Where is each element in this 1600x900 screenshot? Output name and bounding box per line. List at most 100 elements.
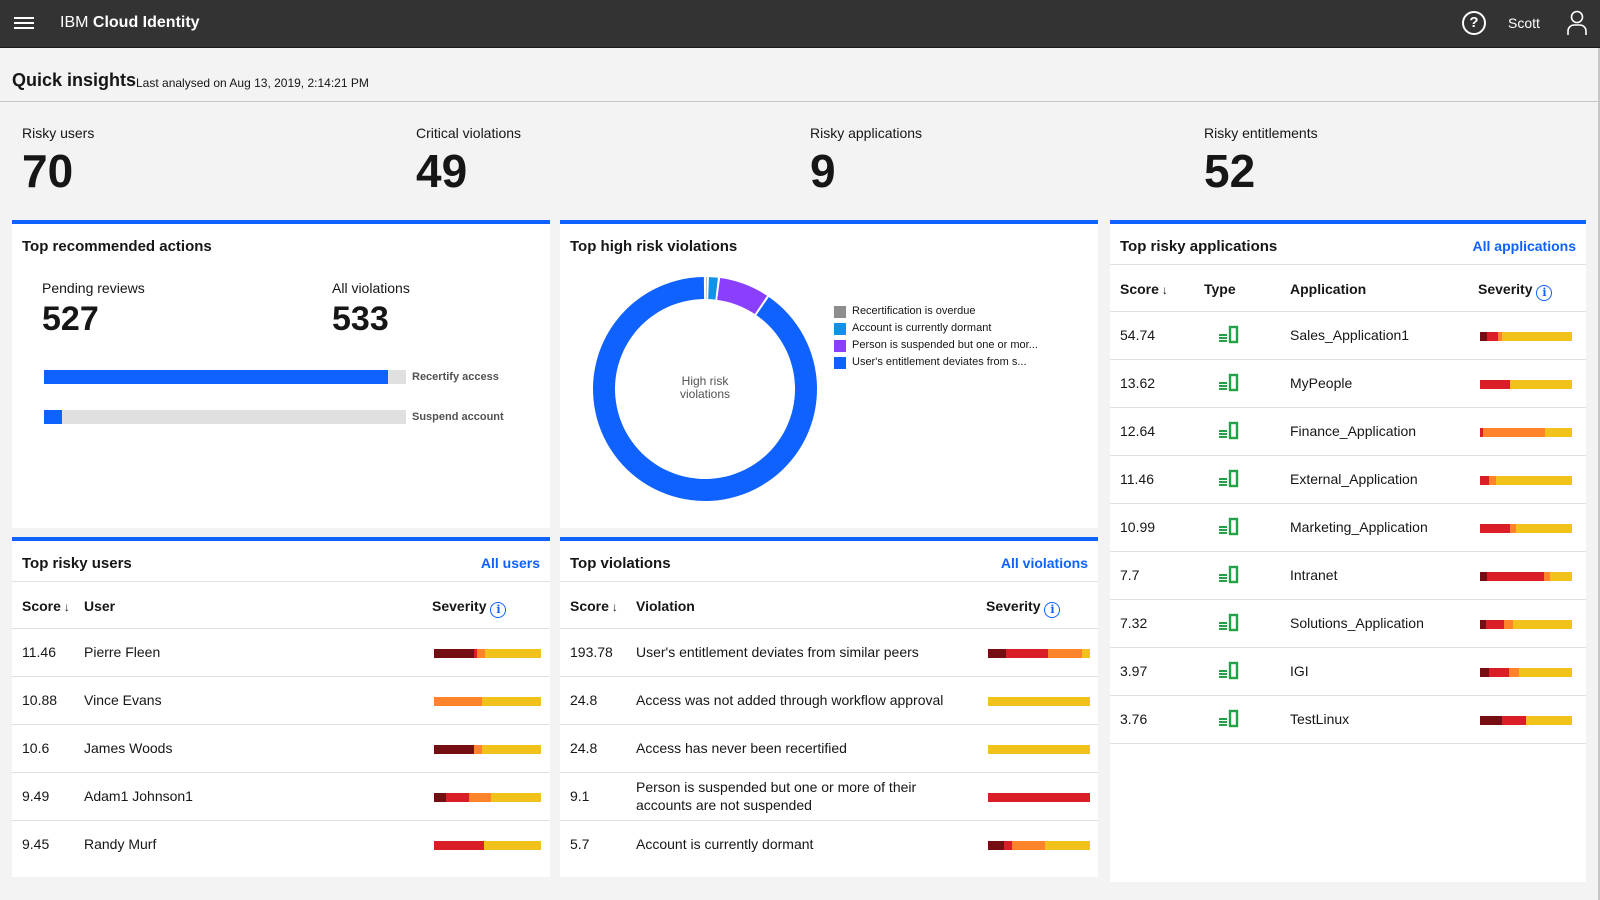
table-row[interactable]: 54.74 Sales_Application1: [1110, 312, 1586, 360]
severity-bar: [434, 697, 541, 706]
user-name[interactable]: Scott: [1508, 15, 1540, 31]
score-cell: 13.62: [1120, 375, 1156, 391]
violation-text-cell: User's entitlement deviates from similar…: [636, 644, 919, 660]
severity-segment: [1487, 332, 1499, 341]
severity-segment: [490, 793, 541, 802]
severity-segment: [1012, 841, 1046, 850]
header-label: Severity: [1478, 281, 1533, 297]
kpi-value: 49: [416, 145, 468, 197]
menu-icon[interactable]: [14, 14, 34, 32]
severity-segment: [1510, 524, 1516, 533]
application-type-icon: [1219, 373, 1239, 392]
table-row[interactable]: 3.97 IGI: [1110, 648, 1586, 696]
table-row[interactable]: 24.8 Access has never been recertified: [560, 725, 1098, 773]
suspend-progress-bar[interactable]: [44, 410, 406, 424]
all-violations-link[interactable]: All violations: [1000, 555, 1088, 571]
top-violations-card: Top violations All violations Score ↓ Vio…: [560, 537, 1098, 877]
brand-prefix: IBM: [60, 14, 89, 31]
legend-swatch: [834, 340, 846, 352]
help-icon[interactable]: ?: [1462, 11, 1486, 35]
table-row[interactable]: 5.7 Account is currently dormant: [560, 821, 1098, 869]
user-name-cell: Pierre Fleen: [84, 644, 161, 660]
application-type-icon: [1219, 325, 1239, 344]
severity-segment: [1489, 668, 1510, 677]
severity-segment: [1004, 841, 1013, 850]
severity-bar: [1480, 332, 1572, 341]
score-cell: 7.7: [1120, 567, 1140, 583]
severity-segment: [1545, 428, 1572, 437]
violation-text-cell: Person is suspended but one or more of t…: [636, 779, 917, 795]
legend-item[interactable]: Person is suspended but one or mor...: [852, 339, 1038, 351]
info-icon[interactable]: i: [490, 602, 507, 618]
table-row[interactable]: 13.62 MyPeople: [1110, 360, 1586, 408]
severity-bar: [434, 745, 541, 754]
application-type-icon: [1219, 469, 1239, 488]
score-column-header[interactable]: Score ↓: [570, 598, 618, 614]
kpi-critical-violations: Critical violations 49: [416, 125, 521, 197]
score-cell: 10.88: [22, 692, 58, 708]
score-cell: 3.76: [1120, 711, 1148, 727]
all-applications-link[interactable]: All applications: [1472, 238, 1576, 254]
score-column-header[interactable]: Score ↓: [1120, 281, 1168, 297]
card-title: Top risky users: [22, 555, 132, 572]
donut-chart[interactable]: High risk violations: [580, 264, 830, 514]
table-row[interactable]: 9.45 Randy Murf: [12, 821, 550, 869]
score-column-header[interactable]: Score ↓: [22, 598, 70, 614]
info-icon[interactable]: i: [1536, 285, 1553, 301]
severity-segment: [1549, 572, 1572, 581]
severity-segment: [1480, 524, 1511, 533]
donut-slice[interactable]: [717, 278, 768, 315]
donut-slice[interactable]: [708, 277, 718, 300]
score-cell: 9.45: [22, 836, 50, 852]
all-users-link[interactable]: All users: [480, 555, 540, 571]
legend-item[interactable]: Account is currently dormant: [852, 322, 992, 334]
severity-segment: [1480, 380, 1511, 389]
table-row[interactable]: 3.76 TestLinux: [1110, 696, 1586, 744]
legend-item[interactable]: User's entitlement deviates from s...: [852, 356, 1027, 368]
recertify-access-label: Recertify access: [412, 371, 499, 383]
severity-segment: [1480, 572, 1488, 581]
donut-slice[interactable]: [705, 277, 707, 300]
kpi-value: 52: [1204, 145, 1256, 197]
table-row[interactable]: 7.32 Solutions_Application: [1110, 600, 1586, 648]
severity-segment: [1513, 620, 1572, 629]
user-name-cell: Randy Murf: [84, 836, 157, 852]
score-cell: 10.6: [22, 740, 50, 756]
severity-segment: [988, 841, 1005, 850]
legend-item[interactable]: Recertification is overdue: [852, 305, 976, 317]
table-row[interactable]: 10.88 Vince Evans: [12, 677, 550, 725]
severity-segment: [434, 745, 474, 754]
score-cell: 7.32: [1120, 615, 1148, 631]
score-cell: 10.99: [1120, 519, 1156, 535]
application-name-cell: Marketing_Application: [1290, 519, 1428, 535]
kpi-label: Risky users: [22, 125, 95, 141]
severity-segment: [482, 745, 541, 754]
header-label: Severity: [432, 598, 487, 614]
user-icon[interactable]: [1566, 10, 1588, 36]
table-row[interactable]: 7.7 Intranet: [1110, 552, 1586, 600]
severity-bar: [1480, 428, 1572, 437]
table-row[interactable]: 24.8 Access was not added through workflo…: [560, 677, 1098, 725]
severity-segment: [1495, 476, 1572, 485]
recertify-progress-bar[interactable]: [44, 370, 406, 384]
severity-segment: [1515, 524, 1572, 533]
application-name-cell: Finance_Application: [1290, 423, 1417, 439]
severity-segment: [1544, 572, 1550, 581]
severity-bar: [988, 793, 1090, 802]
table-row[interactable]: 11.46 Pierre Fleen: [12, 629, 550, 677]
table-row[interactable]: 9.1 Person is suspended but one or more o…: [560, 773, 1098, 821]
severity-column-header: Severity i: [432, 598, 507, 618]
table-row[interactable]: 10.6 James Woods: [12, 725, 550, 773]
all-violations-value: 533: [332, 300, 389, 338]
table-row[interactable]: 193.78 User's entitlement deviates from s…: [560, 629, 1098, 677]
table-row[interactable]: 9.49 Adam1 Johnson1: [12, 773, 550, 821]
severity-bar: [1480, 668, 1572, 677]
application-type-icon: [1219, 661, 1239, 680]
table-row[interactable]: 11.46 External_Application: [1110, 456, 1586, 504]
table-row[interactable]: 12.64 Finance_Application: [1110, 408, 1586, 456]
severity-segment: [988, 793, 1090, 802]
table-row[interactable]: 10.99 Marketing_Application: [1110, 504, 1586, 552]
severity-segment: [1525, 716, 1572, 725]
info-icon[interactable]: i: [1044, 602, 1061, 618]
severity-segment: [1489, 476, 1496, 485]
